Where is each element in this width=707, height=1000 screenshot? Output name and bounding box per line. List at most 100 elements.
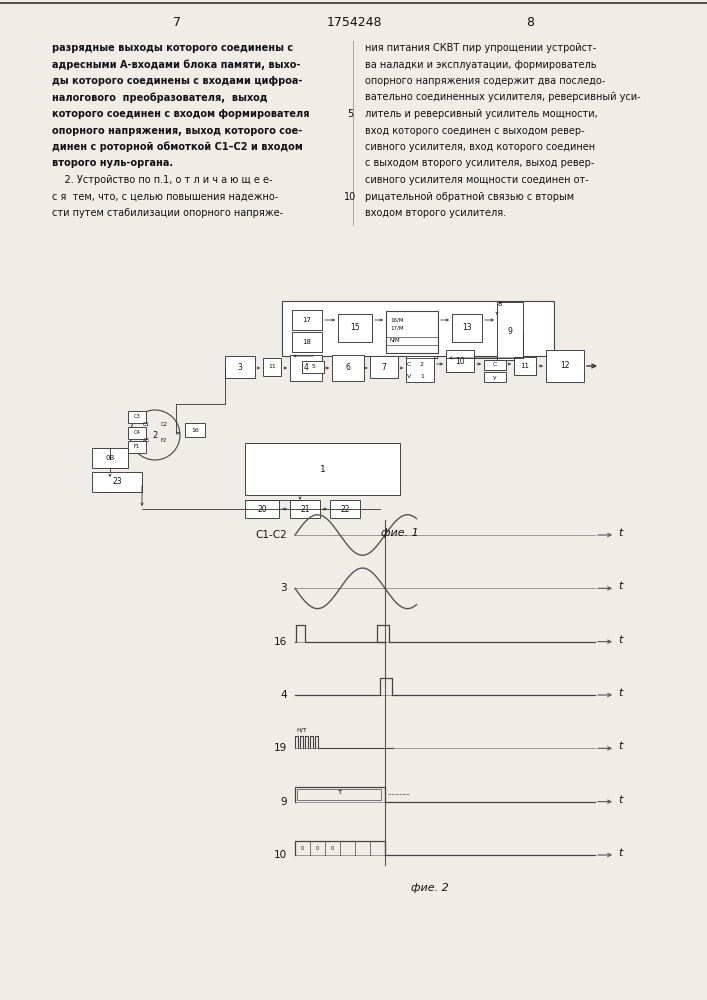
- Text: с выходом второго усилителя, выход ревер-: с выходом второго усилителя, выход ревер…: [365, 158, 595, 168]
- Text: 13: 13: [462, 324, 472, 332]
- Text: t: t: [618, 795, 622, 805]
- Text: налогового  преобразователя,  выход: налогового преобразователя, выход: [52, 93, 267, 103]
- Text: t: t: [618, 741, 622, 751]
- Text: 7: 7: [173, 16, 181, 29]
- Text: вательно соединенных усилителя, реверсивный уси-: вательно соединенных усилителя, реверсив…: [365, 93, 641, 103]
- Text: опорного напряжения, выход которого сое-: опорного напряжения, выход которого сое-: [52, 125, 303, 135]
- Bar: [514, 357, 536, 375]
- Text: 17: 17: [303, 317, 312, 323]
- Bar: [282, 301, 554, 356]
- Text: C2: C2: [160, 422, 168, 428]
- Bar: [292, 332, 322, 352]
- Text: опорного напряжения содержит два последо-: опорного напряжения содержит два последо…: [365, 76, 605, 86]
- Bar: [330, 500, 360, 518]
- Text: сивного усилителя мощности соединен от-: сивного усилителя мощности соединен от-: [365, 175, 589, 185]
- Text: 0: 0: [316, 846, 319, 851]
- Text: сивного усилителя, вход которого соединен: сивного усилителя, вход которого соедине…: [365, 142, 595, 152]
- Bar: [185, 423, 205, 437]
- Text: 22: 22: [340, 504, 350, 514]
- Bar: [290, 355, 322, 381]
- Text: у: у: [493, 374, 497, 379]
- Bar: [225, 356, 255, 378]
- Text: 9: 9: [281, 797, 287, 807]
- Text: 18: 18: [303, 339, 312, 345]
- Bar: [484, 360, 506, 370]
- Text: 3: 3: [281, 583, 287, 593]
- Text: разрядные выходы которого соединены с: разрядные выходы которого соединены с: [52, 43, 293, 53]
- Text: 0: 0: [331, 846, 334, 851]
- Text: Н/Т: Н/Т: [296, 728, 307, 733]
- Text: C3: C3: [134, 414, 141, 420]
- Text: 4: 4: [303, 363, 308, 372]
- Text: C: C: [407, 361, 411, 366]
- Bar: [338, 314, 372, 342]
- Text: 1: 1: [420, 373, 424, 378]
- Text: N/М: N/М: [390, 338, 401, 342]
- Text: 16: 16: [191, 428, 199, 432]
- Text: 16/М: 16/М: [390, 318, 404, 322]
- Bar: [245, 443, 400, 495]
- Text: адресными А-входами блока памяти, выхо-: адресными А-входами блока памяти, выхо-: [52, 60, 300, 70]
- Bar: [92, 448, 128, 468]
- Text: сти путем стабилизации опорного напряже-: сти путем стабилизации опорного напряже-: [52, 208, 283, 218]
- Bar: [297, 789, 381, 800]
- Bar: [332, 355, 364, 381]
- Text: 0: 0: [301, 846, 304, 851]
- Bar: [446, 350, 474, 372]
- Text: 9: 9: [508, 326, 513, 336]
- Bar: [546, 350, 584, 382]
- Text: 10: 10: [274, 850, 287, 860]
- Text: C4: C4: [134, 430, 141, 436]
- Text: 8: 8: [498, 301, 503, 307]
- Text: 15: 15: [350, 324, 360, 332]
- Bar: [128, 427, 146, 439]
- Bar: [497, 302, 523, 360]
- Text: 1: 1: [320, 464, 325, 474]
- Text: 11: 11: [520, 363, 530, 369]
- Text: фие. 2: фие. 2: [411, 883, 449, 893]
- Text: рицательной обратной связью с вторым: рицательной обратной связью с вторым: [365, 192, 574, 202]
- Text: τ: τ: [338, 789, 342, 795]
- Text: 20: 20: [257, 504, 267, 514]
- Text: 0B: 0B: [105, 455, 115, 461]
- Text: 17/М: 17/М: [390, 326, 404, 330]
- Text: 23: 23: [112, 478, 122, 487]
- Text: t: t: [618, 581, 622, 591]
- Bar: [386, 311, 438, 353]
- Bar: [292, 310, 322, 330]
- Text: F2: F2: [160, 438, 167, 442]
- Bar: [452, 314, 482, 342]
- Bar: [290, 500, 320, 518]
- Text: 2: 2: [153, 430, 158, 440]
- Text: С1-С2: С1-С2: [255, 530, 287, 540]
- Text: входом второго усилителя.: входом второго усилителя.: [365, 208, 506, 218]
- Text: 19: 19: [274, 743, 287, 753]
- Text: ды которого соединены с входами цифроа-: ды которого соединены с входами цифроа-: [52, 76, 303, 86]
- Bar: [245, 500, 279, 518]
- Text: t: t: [618, 688, 622, 698]
- Bar: [128, 411, 146, 423]
- Text: фие. 1: фие. 1: [381, 528, 419, 538]
- Text: 1754248: 1754248: [326, 16, 382, 29]
- Text: литель и реверсивный усилитель мощности,: литель и реверсивный усилитель мощности,: [365, 109, 597, 119]
- Text: 2: 2: [420, 361, 424, 366]
- Text: 21: 21: [300, 504, 310, 514]
- Text: t: t: [618, 635, 622, 645]
- Text: вход которого соединен с выходом ревер-: вход которого соединен с выходом ревер-: [365, 125, 585, 135]
- Text: F1: F1: [134, 444, 140, 450]
- Bar: [406, 356, 434, 382]
- Text: 16: 16: [274, 637, 287, 647]
- Text: 8: 8: [526, 16, 534, 29]
- Text: 2. Устройство по п.1, о т л и ч а ю щ е е-: 2. Устройство по п.1, о т л и ч а ю щ е …: [52, 175, 272, 185]
- Bar: [484, 372, 506, 382]
- Text: 10: 10: [344, 192, 356, 202]
- Text: 5: 5: [311, 364, 315, 369]
- Text: 3: 3: [238, 362, 243, 371]
- Text: которого соединен с входом формирователя: которого соединен с входом формирователя: [52, 109, 310, 119]
- Text: C1: C1: [143, 422, 149, 428]
- Text: C: C: [493, 362, 497, 367]
- Text: 7: 7: [382, 362, 387, 371]
- Text: 6: 6: [346, 363, 351, 372]
- Text: ния питания СКВТ пир упрощении устройст-: ния питания СКВТ пир упрощении устройст-: [365, 43, 596, 53]
- Bar: [92, 472, 142, 492]
